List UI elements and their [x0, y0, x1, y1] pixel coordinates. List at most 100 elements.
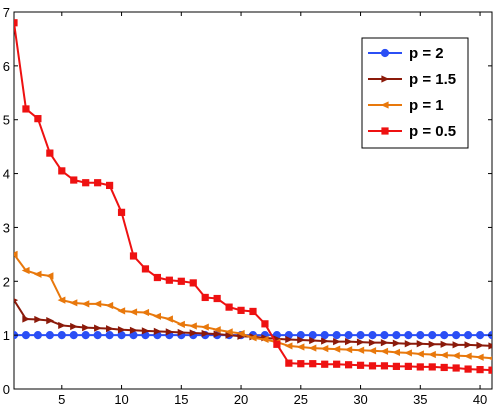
series-4-point	[464, 365, 472, 373]
series-4-point	[273, 340, 281, 348]
series-2-point	[22, 315, 31, 323]
series-4-point	[440, 363, 448, 372]
series-4-point	[380, 362, 389, 370]
series-2-point	[165, 328, 174, 336]
series-4-point	[177, 277, 185, 285]
series-3-point	[332, 345, 341, 353]
series-2-point	[106, 325, 114, 333]
y-tick-label: 0	[3, 382, 10, 397]
series-4-point	[488, 366, 492, 374]
x-tick-label: 25	[294, 392, 308, 407]
series-4-point	[428, 363, 436, 371]
series-3-point	[380, 347, 389, 355]
series-4-point	[392, 362, 400, 370]
series-2-point	[225, 331, 234, 339]
series-1-point	[93, 331, 102, 340]
legend-label: p = 1.5	[409, 71, 456, 88]
series-3-point	[224, 328, 233, 336]
series-3-point	[236, 329, 245, 338]
y-tick-label: 1	[3, 328, 10, 343]
series-3-point	[117, 307, 126, 315]
series-4-point	[141, 265, 150, 273]
series-3-point	[14, 250, 18, 258]
series-3-point	[320, 345, 329, 353]
series-1-point	[69, 331, 78, 340]
series-4-point	[106, 181, 114, 190]
series-2-point	[213, 330, 222, 338]
series-1-point	[392, 331, 401, 340]
series-3-point	[308, 344, 317, 352]
series-2-point	[392, 339, 401, 347]
series-1-point	[464, 331, 473, 340]
series-4	[14, 19, 492, 374]
series-1-point	[416, 331, 425, 340]
legend-swatch-marker	[380, 101, 389, 109]
y-tick-label: 7	[3, 5, 10, 20]
series-4-point	[297, 360, 305, 368]
series-4-point	[333, 360, 341, 368]
series-2-point	[34, 315, 43, 324]
y-tick-label: 5	[3, 113, 10, 128]
series-4-point	[321, 360, 329, 368]
series-2-point	[117, 326, 126, 334]
series-2-point	[404, 340, 413, 348]
series-2-point	[14, 298, 19, 303]
series-1-point	[332, 331, 341, 340]
series-3-point	[284, 342, 293, 350]
x-tick-label: 40	[473, 392, 487, 407]
series-2-point	[380, 339, 389, 347]
series-1-point	[356, 331, 365, 340]
series-3-point	[177, 320, 185, 328]
series-1-point	[81, 331, 90, 340]
series-2-point	[368, 339, 377, 347]
series-3-point	[45, 272, 54, 280]
series-3-point	[344, 346, 353, 354]
series-2-point	[94, 324, 102, 332]
series-4-point	[368, 362, 377, 370]
series-1-point	[428, 331, 437, 340]
series-3-point	[212, 326, 221, 334]
series-3-point	[428, 350, 436, 359]
series-4-point	[153, 273, 161, 282]
series-2-point	[321, 337, 329, 345]
x-tick-label: 30	[353, 392, 367, 407]
series-2-point	[153, 327, 162, 335]
series-4-point	[165, 276, 173, 284]
series-2-point	[201, 329, 210, 338]
series-4-point	[46, 149, 54, 157]
series-2-point	[416, 340, 425, 348]
series-2-point	[464, 341, 473, 349]
series-1-point	[57, 331, 66, 340]
series-3-point	[165, 315, 173, 323]
series-1-point	[475, 331, 485, 340]
series-4-point	[129, 252, 138, 260]
series-4-point	[249, 307, 257, 316]
series-2-point	[82, 324, 90, 332]
legend-label: p = 1	[409, 97, 444, 114]
series-4-point	[261, 320, 269, 328]
series-2-point	[345, 338, 353, 346]
series-4-point	[82, 179, 90, 187]
series-1-point	[33, 331, 43, 340]
series-3-point	[153, 312, 161, 320]
series-3	[14, 250, 492, 361]
series-2-point	[70, 322, 78, 331]
series-2-point	[309, 336, 317, 345]
legend-swatch-marker	[381, 75, 390, 83]
series-3-point	[33, 270, 42, 278]
series-4-point	[345, 361, 353, 369]
y-tick-label: 3	[3, 220, 10, 235]
series-1-point	[404, 331, 413, 340]
series-3-point	[189, 322, 197, 330]
y-tick-label: 6	[3, 59, 10, 74]
axes: 5 10 15 20 25 30 35 40 0 1 2 3 4 5 6 7	[3, 5, 492, 407]
legend-entry: p = 1.5	[368, 71, 456, 88]
series-4-point	[452, 364, 460, 372]
series-3-point	[105, 301, 114, 310]
series-1-point	[45, 331, 54, 340]
legend: p = 2 p = 1.5 p = 1 p = 0.5	[361, 37, 469, 149]
series-2-point	[46, 317, 55, 325]
series-3-point	[356, 346, 365, 354]
series-3-point	[81, 300, 90, 308]
series-4-point	[356, 361, 365, 369]
